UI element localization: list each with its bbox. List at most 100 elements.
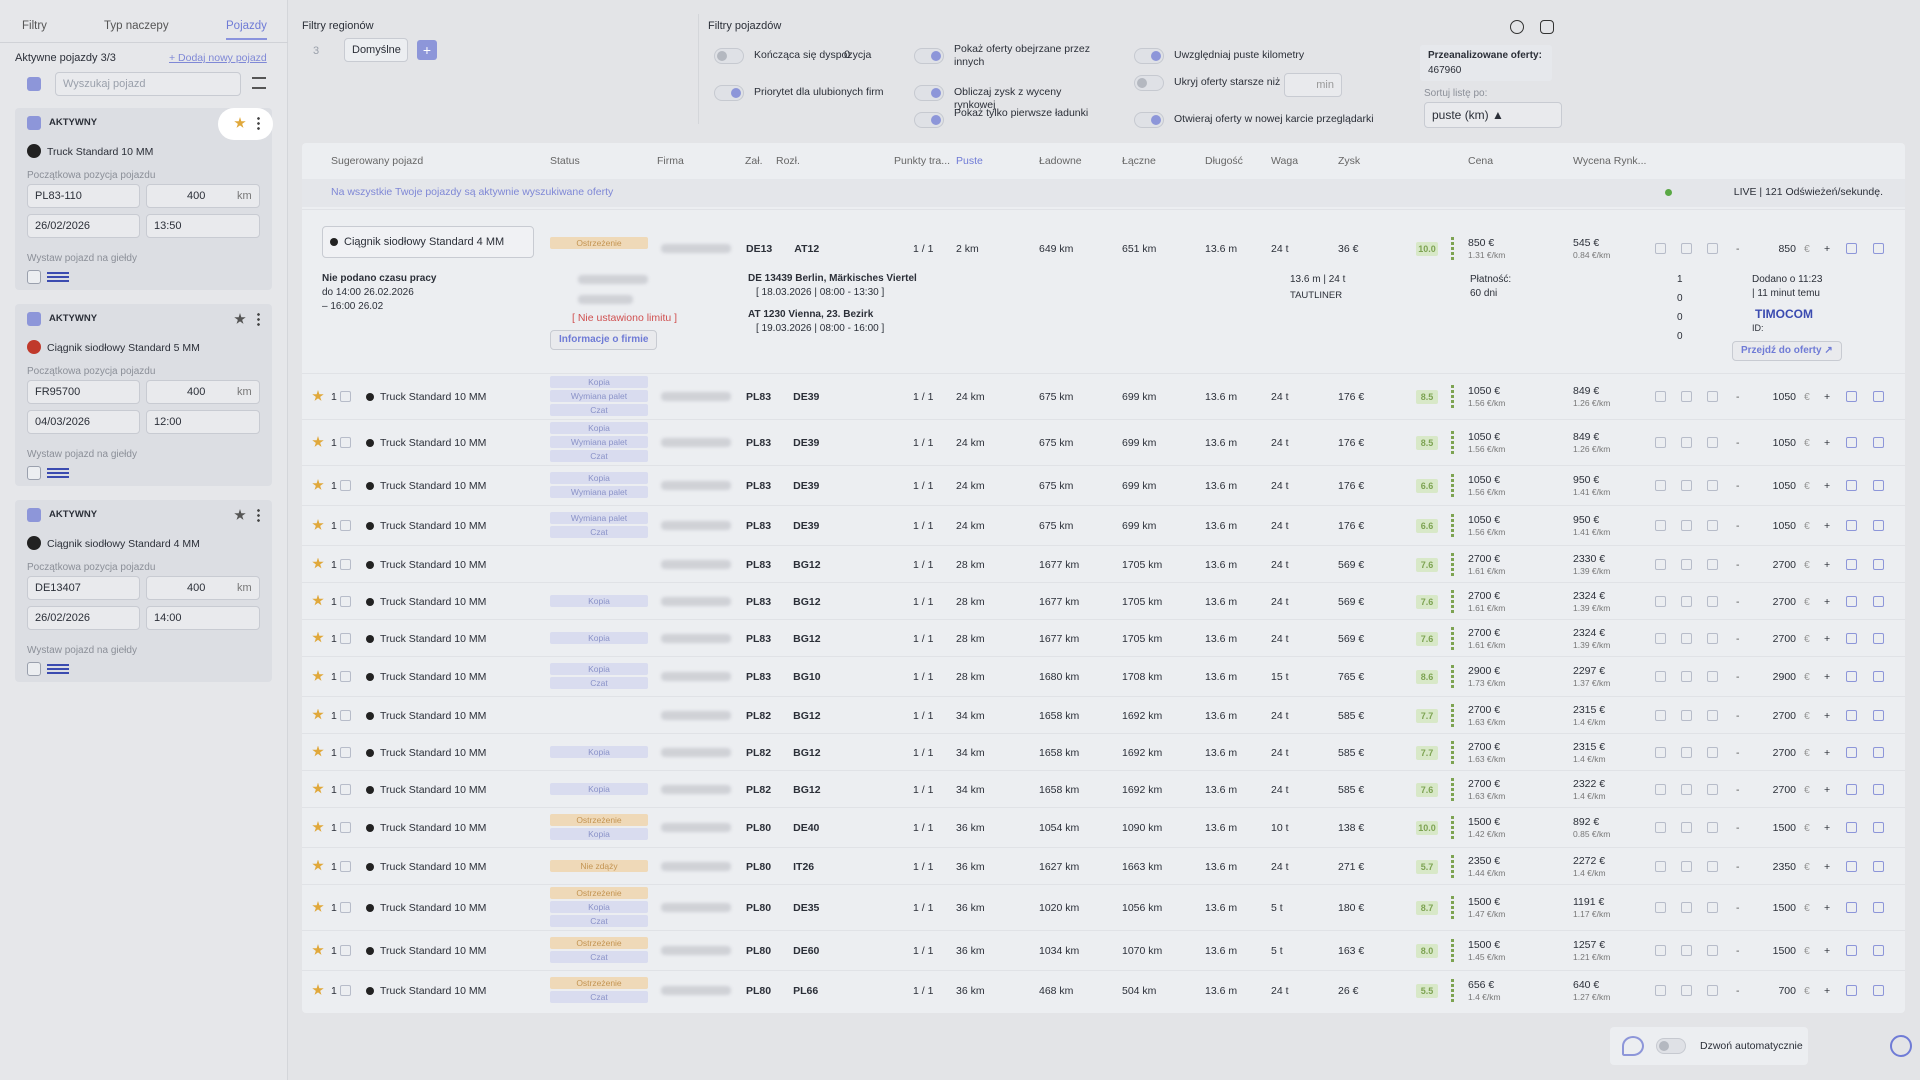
bid-action[interactable] bbox=[1873, 985, 1884, 996]
offer-row[interactable]: 1 Truck Standard 10 MM Kopia PL83 BG12 1 / 1 2… bbox=[302, 582, 1905, 619]
offer-row[interactable]: 1 Truck Standard 10 MM Kopia Wymiana palet C… bbox=[302, 419, 1905, 465]
action-icon[interactable] bbox=[1655, 945, 1666, 956]
filter-toggle[interactable] bbox=[1134, 112, 1164, 128]
bid-minus[interactable]: - bbox=[1736, 822, 1740, 834]
bid-action[interactable] bbox=[1846, 437, 1857, 448]
bid-action[interactable] bbox=[1846, 709, 1857, 721]
bid-action[interactable] bbox=[1873, 945, 1884, 956]
auto-call-toggle[interactable] bbox=[1656, 1038, 1686, 1054]
action-icon[interactable] bbox=[1655, 243, 1666, 254]
select-all[interactable] bbox=[27, 77, 41, 91]
bid-plus[interactable]: + bbox=[1824, 391, 1831, 403]
action-icon[interactable] bbox=[1655, 709, 1666, 721]
star-shape[interactable] bbox=[234, 117, 246, 128]
action-icon[interactable] bbox=[1707, 822, 1718, 833]
offer-row[interactable]: 1 Truck Standard 10 MM Nie zdąży PL80 IT26 1 … bbox=[302, 847, 1905, 884]
date-input[interactable]: 26/02/2026 bbox=[27, 606, 140, 630]
bid-minus[interactable]: - bbox=[1736, 945, 1740, 957]
vehicle-checkbox[interactable] bbox=[27, 508, 41, 522]
bid-plus[interactable]: + bbox=[1824, 632, 1831, 645]
offer-row[interactable]: 1 Truck Standard 10 MM PL83 BG12 1 / 1 28 km 1… bbox=[302, 545, 1905, 582]
bid-action[interactable] bbox=[1873, 520, 1884, 531]
action-icon[interactable] bbox=[1707, 632, 1718, 644]
action-icon[interactable] bbox=[1681, 822, 1692, 833]
region-preset[interactable]: Domyślne bbox=[344, 38, 408, 62]
bid-value[interactable]: 1050 bbox=[1772, 480, 1796, 492]
bid-value[interactable]: 1050 bbox=[1772, 520, 1796, 532]
action-icon[interactable] bbox=[1655, 671, 1666, 682]
date-input[interactable]: 26/02/2026 bbox=[27, 214, 140, 238]
bid-plus[interactable]: + bbox=[1824, 558, 1831, 571]
time-input[interactable]: 12:00 bbox=[146, 410, 260, 434]
favorite-star[interactable] bbox=[312, 859, 324, 871]
bid-plus[interactable]: + bbox=[1824, 520, 1831, 532]
bid-action[interactable] bbox=[1873, 822, 1884, 833]
offer-row[interactable]: 1 Truck Standard 10 MM Kopia PL82 BG12 1 / 1 3… bbox=[302, 770, 1905, 807]
column-header[interactable]: Łączne bbox=[1122, 155, 1156, 167]
action-icon[interactable] bbox=[1655, 437, 1666, 448]
bid-minus[interactable]: - bbox=[1736, 632, 1740, 645]
sort-button[interactable] bbox=[252, 77, 266, 89]
action-icon[interactable] bbox=[1655, 632, 1666, 644]
action-icon[interactable] bbox=[1707, 985, 1718, 996]
bid-action[interactable] bbox=[1873, 709, 1884, 721]
bid-value[interactable]: 2700 bbox=[1772, 783, 1796, 796]
bid-plus[interactable]: + bbox=[1824, 783, 1831, 796]
favorite-star[interactable] bbox=[312, 745, 324, 757]
location-input[interactable]: PL83-110 bbox=[27, 184, 140, 208]
radius-input[interactable]: 400 bbox=[146, 380, 260, 404]
column-header[interactable]: Firma bbox=[657, 155, 684, 167]
settings-icon[interactable] bbox=[1540, 20, 1554, 34]
favorite-star[interactable] bbox=[312, 821, 324, 832]
bid-action[interactable] bbox=[1846, 902, 1857, 913]
action-icon[interactable] bbox=[1681, 243, 1692, 254]
action-icon[interactable] bbox=[1681, 783, 1692, 795]
vehicle-checkbox[interactable] bbox=[27, 312, 41, 326]
action-icon[interactable] bbox=[1681, 902, 1692, 913]
action-icon[interactable] bbox=[1707, 860, 1718, 872]
bid-plus[interactable]: + bbox=[1824, 437, 1831, 449]
action-icon[interactable] bbox=[1655, 595, 1666, 607]
bid-action[interactable] bbox=[1846, 558, 1857, 570]
bid-action[interactable] bbox=[1846, 822, 1857, 833]
column-header[interactable]: Długość bbox=[1205, 155, 1243, 167]
bid-action[interactable] bbox=[1846, 746, 1857, 758]
bid-plus[interactable]: + bbox=[1824, 709, 1831, 722]
bid-value[interactable]: 1050 bbox=[1772, 437, 1796, 449]
action-icon[interactable] bbox=[1681, 985, 1692, 996]
bid-action[interactable] bbox=[1873, 783, 1884, 795]
filter-toggle[interactable] bbox=[914, 85, 944, 101]
column-header[interactable]: Ładowne bbox=[1039, 155, 1082, 167]
bid-action[interactable] bbox=[1846, 520, 1857, 531]
vehicle-select[interactable]: Ciągnik siodłowy Standard 4 MM bbox=[322, 226, 534, 258]
bid-plus[interactable]: + bbox=[1824, 902, 1831, 914]
offer-row[interactable]: 1 Truck Standard 10 MM Ostrzeżenie Kopia PL8… bbox=[302, 807, 1905, 847]
bid-action[interactable] bbox=[1873, 746, 1884, 758]
action-icon[interactable] bbox=[1707, 520, 1718, 531]
time-input[interactable]: 14:00 bbox=[146, 606, 260, 630]
exchange-checkbox[interactable] bbox=[27, 466, 41, 480]
bid-minus[interactable]: - bbox=[1736, 860, 1740, 873]
bid-action[interactable] bbox=[1873, 902, 1884, 913]
favorite-star[interactable] bbox=[312, 901, 324, 912]
bid-minus[interactable]: - bbox=[1736, 671, 1740, 683]
action-icon[interactable] bbox=[1681, 595, 1692, 607]
favorite-star[interactable] bbox=[312, 944, 324, 955]
action-icon[interactable] bbox=[1681, 480, 1692, 491]
favorite-star[interactable] bbox=[312, 708, 324, 720]
favorite-star[interactable] bbox=[312, 557, 324, 569]
filter-toggle[interactable] bbox=[714, 85, 744, 101]
column-header[interactable]: Rozł. bbox=[776, 155, 800, 167]
offer-row[interactable]: 1 Truck Standard 10 MM Kopia Wymiana palet P… bbox=[302, 465, 1905, 505]
favorite-star[interactable] bbox=[312, 479, 324, 490]
bid-value[interactable]: 2700 bbox=[1772, 595, 1796, 608]
star-shape[interactable] bbox=[234, 509, 246, 520]
bid-minus[interactable]: - bbox=[1736, 520, 1740, 532]
action-icon[interactable] bbox=[1681, 632, 1692, 644]
bid-value[interactable]: 700 bbox=[1778, 985, 1796, 997]
bid-action[interactable] bbox=[1873, 243, 1884, 254]
bid-action[interactable] bbox=[1873, 860, 1884, 872]
column-header[interactable]: Waga bbox=[1271, 155, 1299, 167]
offer-row[interactable]: 1 Truck Standard 10 MM Kopia PL83 BG12 1 / 1 2… bbox=[302, 619, 1905, 656]
column-header[interactable]: Status bbox=[550, 155, 580, 167]
